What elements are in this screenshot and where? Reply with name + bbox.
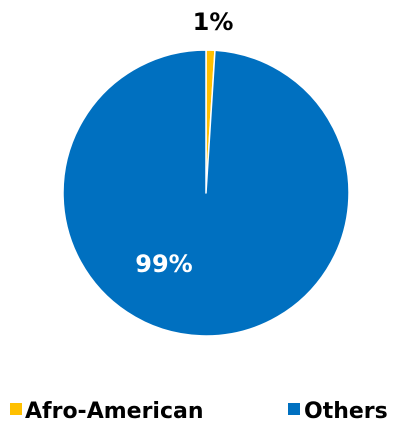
pie-data-labels: 1% 99% xyxy=(135,8,233,278)
legend-swatch-others xyxy=(288,403,300,415)
legend-swatch-afro-american xyxy=(10,403,22,415)
legend-label-afro-american: Afro-American xyxy=(25,399,204,424)
pie-slice-others xyxy=(62,49,350,337)
legend-label-others: Others xyxy=(304,399,388,424)
pie-slices xyxy=(62,49,350,337)
legend: Afro-American Others xyxy=(10,399,388,424)
data-label-afro-american: 1% xyxy=(193,8,234,36)
data-label-others: 99% xyxy=(135,250,192,278)
